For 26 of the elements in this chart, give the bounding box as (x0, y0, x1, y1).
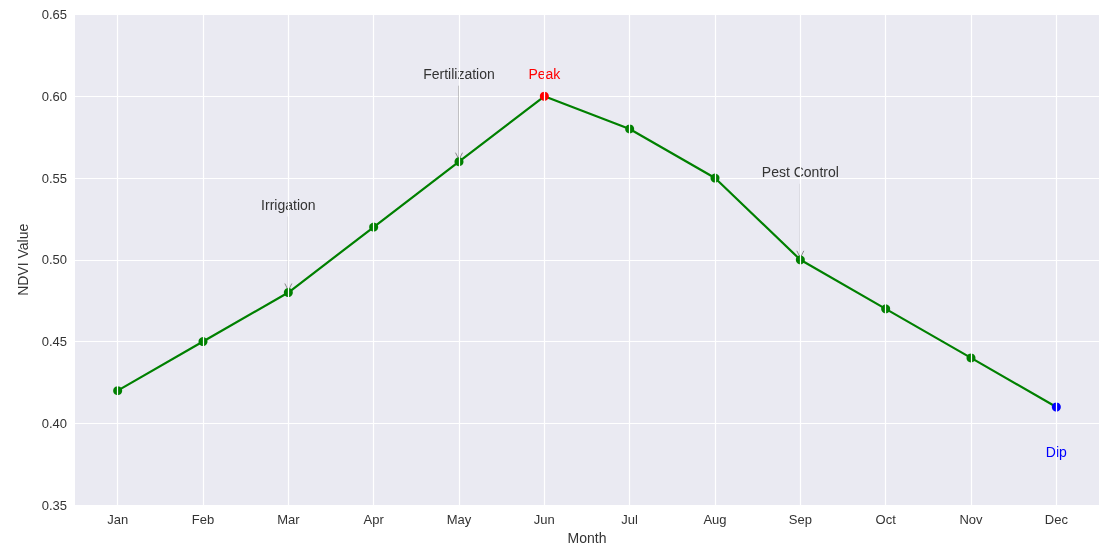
y-tick-label: 0.65 (41, 7, 67, 22)
y-tick-label: 0.35 (41, 497, 67, 513)
x-tick-label: May (446, 512, 472, 528)
annotation: Peak (528, 66, 562, 83)
annotation: Dip (1045, 443, 1068, 460)
x-tick-label: Jan (107, 512, 129, 528)
x-tick-label: Sep (788, 512, 812, 528)
x-tick-label: Jun (533, 512, 555, 528)
annotation: Fertilization (423, 65, 495, 82)
annotation: Irrigation (261, 196, 316, 213)
x-tick-label: Jul (621, 512, 639, 528)
y-axis-title: NDVI Value (15, 223, 31, 296)
x-tick-label: Feb (191, 512, 215, 528)
x-tick-label: Nov (959, 512, 984, 528)
x-tick-label: Oct (875, 512, 897, 528)
y-tick-label: 0.45 (41, 334, 67, 350)
annotation: Pest Control (761, 163, 839, 180)
x-tick-label: Aug (703, 512, 727, 528)
y-tick-label: 0.55 (41, 170, 67, 186)
x-tick-label: Mar (277, 512, 301, 528)
y-tick-label: 0.60 (41, 88, 67, 104)
y-tick-label: 0.50 (41, 252, 67, 268)
x-tick-label: Apr (363, 512, 385, 528)
x-tick-label: Dec (1044, 512, 1069, 528)
x-axis-title: Month (567, 530, 607, 546)
y-tick-label: 0.40 (41, 415, 67, 431)
